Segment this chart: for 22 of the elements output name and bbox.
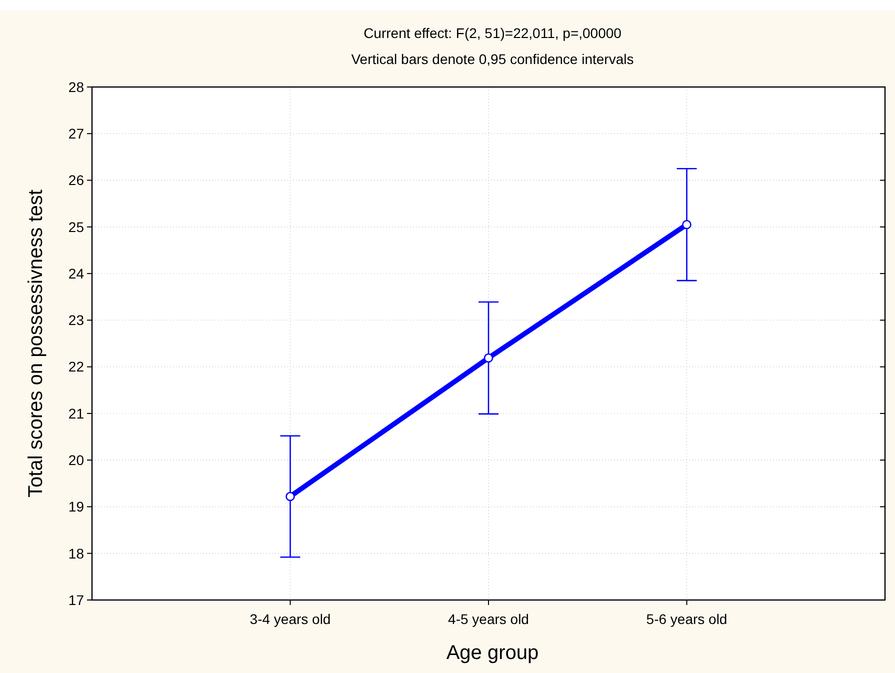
x-tick-label: 3-4 years old <box>250 611 331 627</box>
point <box>286 492 295 502</box>
y-tick-label: 25 <box>68 218 84 235</box>
y-tick-label: 20 <box>68 452 84 468</box>
y-tick-label: 17 <box>68 592 84 608</box>
chart-title: Current effect: F(2, 51)=22,011, p=,00000 <box>364 25 622 41</box>
x-tick-label: 4-5 years old <box>448 611 529 627</box>
y-tick-label: 23 <box>68 312 84 328</box>
point <box>682 220 692 230</box>
x-axis-title: Age group <box>446 642 539 664</box>
y-tick-label: 19 <box>68 498 84 515</box>
y-tick-label: 21 <box>68 405 84 422</box>
y-tick-label: 24 <box>68 265 84 282</box>
y-axis-title: Total scores on possessivness test <box>25 189 47 498</box>
y-tick-label: 26 <box>68 172 84 188</box>
x-tick-label: 5-6 years old <box>646 611 728 627</box>
y-tick-label: 18 <box>68 545 84 562</box>
chart-subtitle: Vertical bars denote 0,95 confidence intervals <box>351 51 634 67</box>
y-tick-label: 27 <box>68 126 84 142</box>
y-tick-label: 22 <box>68 358 84 375</box>
y-tick-label: 28 <box>68 78 84 95</box>
point <box>484 353 494 363</box>
